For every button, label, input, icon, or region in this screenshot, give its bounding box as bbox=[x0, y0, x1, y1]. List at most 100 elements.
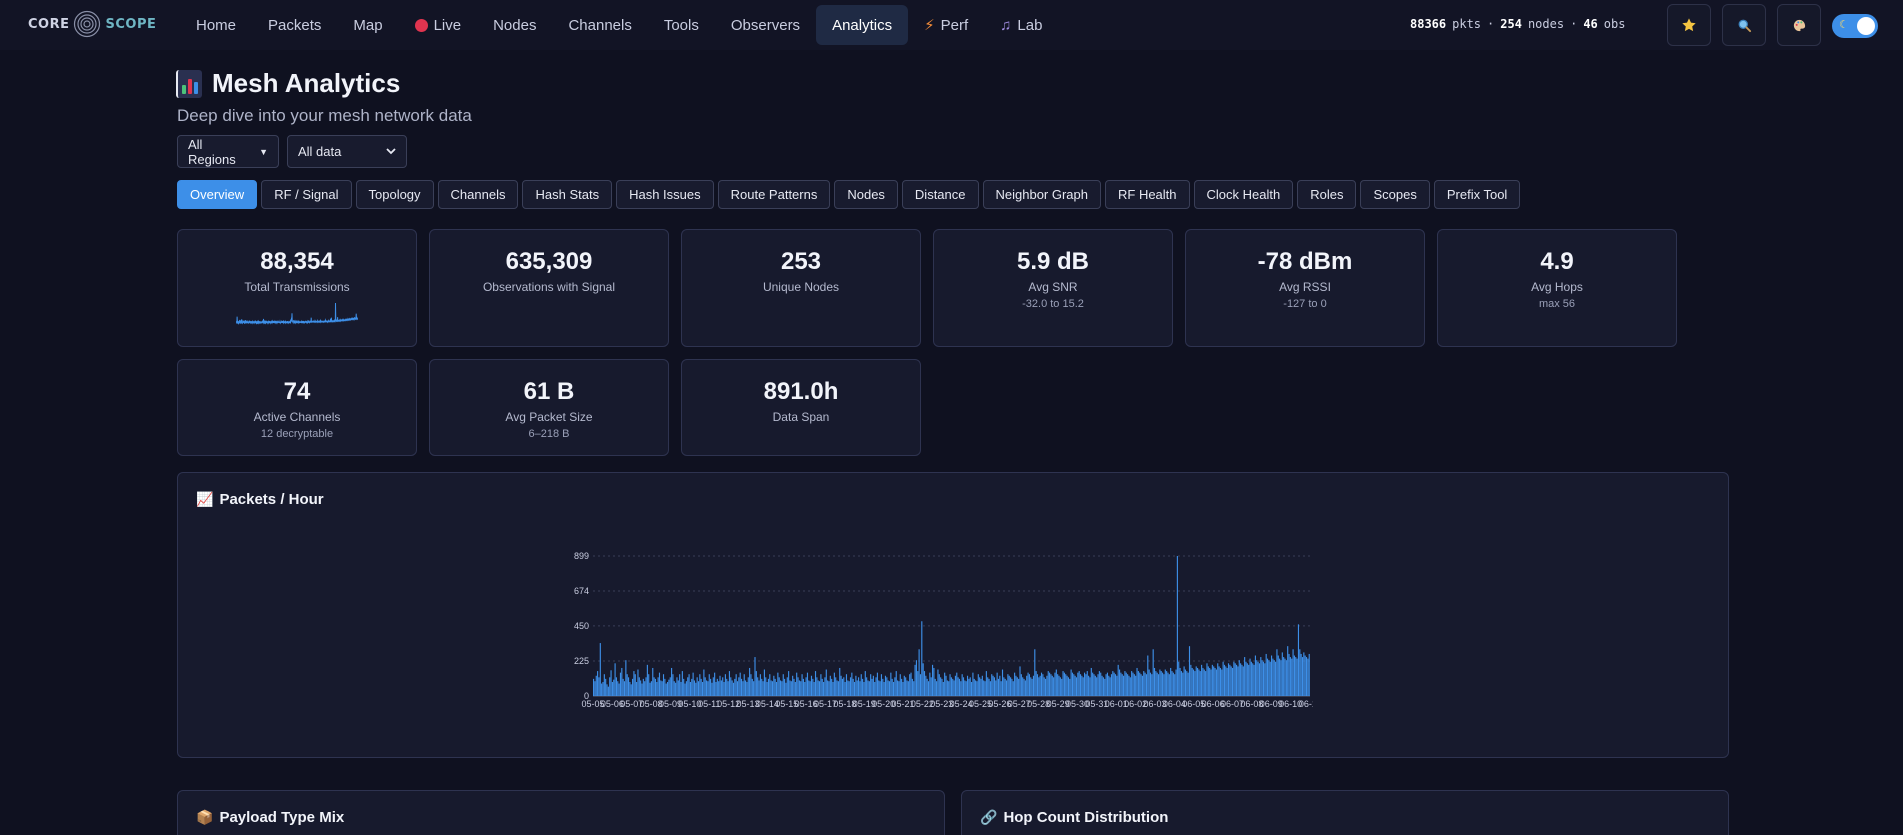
chart-bar bbox=[1062, 671, 1064, 696]
stat-label: Total Transmissions bbox=[244, 280, 350, 294]
chart-bar bbox=[1256, 660, 1258, 696]
nav-perf[interactable]: ⚡ Perf bbox=[908, 5, 984, 45]
tab-channels[interactable]: Channels bbox=[437, 180, 519, 209]
brand-logo[interactable]: CORE SCOPE bbox=[28, 9, 156, 39]
tab-nodes[interactable]: Nodes bbox=[834, 180, 898, 209]
x-tick-label: 05-23 bbox=[930, 699, 953, 709]
tab-hash-issues[interactable]: Hash Issues bbox=[616, 180, 714, 209]
stat-value: 4.9 bbox=[1540, 248, 1574, 275]
favorites-button[interactable] bbox=[1667, 4, 1711, 46]
toggle-knob bbox=[1857, 17, 1875, 35]
nav-nodes[interactable]: Nodes bbox=[477, 5, 552, 45]
region-select[interactable]: All Regions ▼ bbox=[177, 135, 279, 168]
chart-bar bbox=[899, 674, 901, 696]
chart-bar bbox=[926, 678, 928, 696]
nav-tools[interactable]: Tools bbox=[648, 5, 715, 45]
chart-bar bbox=[1061, 678, 1063, 696]
chart-bar bbox=[1287, 646, 1289, 696]
chart-bar bbox=[708, 674, 710, 696]
chart-bar bbox=[1059, 677, 1061, 696]
theme-palette-button[interactable] bbox=[1777, 4, 1821, 46]
chart-bar bbox=[730, 677, 732, 696]
x-tick-label: 05-28 bbox=[1027, 699, 1050, 709]
chart-bar bbox=[1018, 678, 1020, 696]
chart-bar bbox=[645, 677, 647, 696]
tab-route-patterns[interactable]: Route Patterns bbox=[717, 180, 831, 209]
tab-scopes[interactable]: Scopes bbox=[1360, 180, 1430, 209]
tab-overview[interactable]: Overview bbox=[177, 180, 258, 209]
chart-bar bbox=[1183, 666, 1185, 696]
chart-bar bbox=[853, 681, 856, 696]
x-tick-label: 05-27 bbox=[1008, 699, 1031, 709]
chart-bar bbox=[1226, 667, 1228, 696]
tab-distance[interactable]: Distance bbox=[901, 180, 979, 209]
chart-bar bbox=[1010, 677, 1012, 696]
hop-distribution-panel: 🔗 Hop Count Distribution bbox=[961, 790, 1729, 835]
tab-topology[interactable]: Topology bbox=[355, 180, 434, 209]
chart-bar bbox=[718, 681, 720, 696]
chart-bar bbox=[997, 678, 1000, 696]
chart-bar bbox=[1133, 674, 1135, 696]
range-select[interactable]: All data bbox=[287, 135, 407, 168]
chart-bar bbox=[917, 671, 919, 696]
chart-bar bbox=[1222, 661, 1224, 696]
chart-bar bbox=[671, 667, 673, 696]
chart-bar bbox=[910, 672, 912, 696]
tab-clock-health[interactable]: Clock Health bbox=[1193, 180, 1294, 209]
brand-left: CORE bbox=[28, 16, 70, 32]
chart-bar bbox=[1157, 674, 1160, 696]
chart-bar bbox=[786, 677, 788, 696]
nav-map[interactable]: Map bbox=[337, 5, 398, 45]
chart-bar bbox=[727, 681, 729, 696]
chart-bar bbox=[594, 681, 596, 696]
nav-packets[interactable]: Packets bbox=[252, 5, 337, 45]
panel-title-text: Hop Count Distribution bbox=[1003, 809, 1169, 826]
chart-bar bbox=[841, 678, 843, 696]
chart-bar bbox=[792, 675, 794, 696]
nav-home[interactable]: Home bbox=[180, 5, 252, 45]
chart-bar bbox=[773, 675, 775, 696]
stat-label: Unique Nodes bbox=[762, 280, 840, 294]
chart-bar bbox=[1109, 677, 1111, 696]
x-tick-label: 05-20 bbox=[872, 699, 895, 709]
bolt-icon: ⚡ bbox=[924, 17, 935, 34]
chart-bar bbox=[1007, 674, 1009, 696]
tab-rf-signal[interactable]: RF / Signal bbox=[261, 180, 352, 209]
nav-lab[interactable]: ♫ Lab bbox=[984, 5, 1058, 45]
tab-prefix-tool[interactable]: Prefix Tool bbox=[1433, 180, 1521, 209]
chart-bar bbox=[668, 679, 670, 696]
chart-bar bbox=[661, 681, 663, 696]
tab-hash-stats[interactable]: Hash Stats bbox=[522, 180, 613, 209]
stat-card-channels: 74 Active Channels 12 decryptable bbox=[177, 359, 417, 456]
tab-roles[interactable]: Roles bbox=[1297, 180, 1357, 209]
chart-bar bbox=[1051, 675, 1053, 696]
nav-live[interactable]: Live bbox=[399, 5, 478, 45]
chart-bar bbox=[1104, 678, 1106, 696]
chart-bar bbox=[936, 681, 938, 696]
chart-bar bbox=[1118, 669, 1121, 696]
nav-channels[interactable]: Channels bbox=[552, 5, 647, 45]
tab-rf-health[interactable]: RF Health bbox=[1105, 180, 1190, 209]
chart-bar bbox=[1205, 671, 1207, 696]
chart-bar bbox=[1003, 677, 1005, 696]
chart-bar bbox=[1304, 655, 1306, 696]
chart-bar bbox=[1082, 677, 1084, 696]
dark-mode-toggle[interactable]: ☾ bbox=[1832, 14, 1878, 38]
chart-bar bbox=[720, 680, 722, 696]
page-title: Mesh Analytics bbox=[212, 68, 401, 98]
chart-bar bbox=[1291, 658, 1293, 696]
tab-neighbor-graph[interactable]: Neighbor Graph bbox=[982, 180, 1101, 209]
chart-bar bbox=[887, 680, 889, 696]
nav-tools-label: Tools bbox=[663, 16, 699, 34]
nav-analytics[interactable]: Analytics bbox=[816, 5, 909, 45]
nav-observers[interactable]: Observers bbox=[715, 5, 816, 45]
chart-bar bbox=[1020, 674, 1022, 696]
search-button[interactable] bbox=[1722, 4, 1766, 46]
chart-bar bbox=[902, 681, 904, 696]
x-tick-label: 06-04 bbox=[1163, 699, 1186, 709]
chart-bar bbox=[638, 677, 640, 696]
chart-bar bbox=[894, 677, 896, 696]
nav-links: Home Packets Map Live Nodes Channels Too… bbox=[180, 5, 1058, 45]
page-header: Mesh Analytics bbox=[176, 68, 400, 99]
chart-bar bbox=[972, 672, 974, 696]
